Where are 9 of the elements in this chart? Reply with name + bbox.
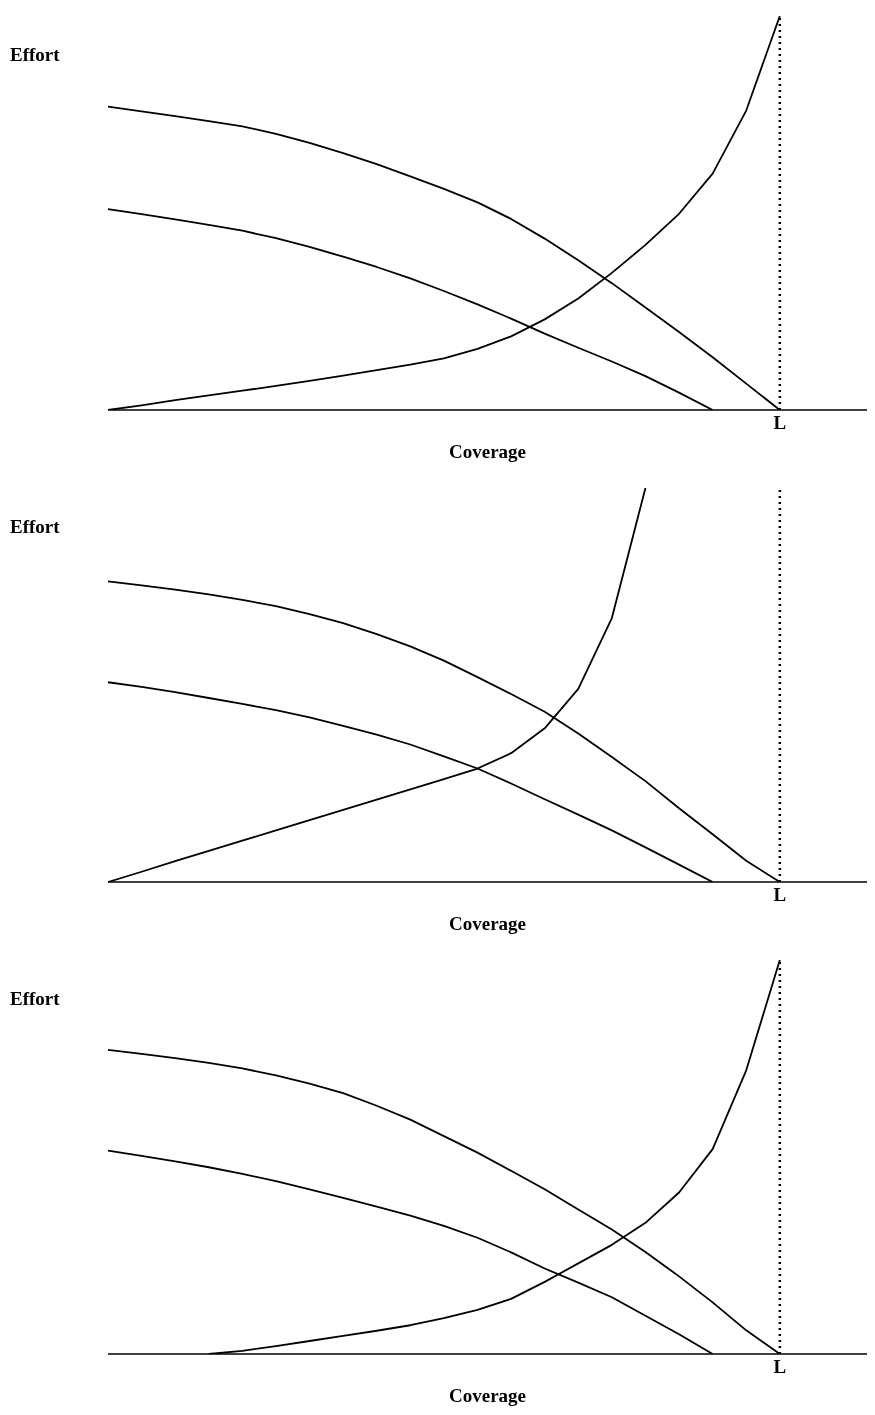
text: L	[773, 884, 787, 906]
text: L	[773, 412, 787, 434]
text: L	[773, 1356, 787, 1378]
y-axis-title: Effort	[10, 44, 60, 66]
x-axis-title: Coverage	[448, 1385, 527, 1406]
x-axis-title: Coverage	[448, 913, 527, 934]
x-axis-title: Coverage	[448, 441, 527, 462]
y-axis-title: Effort	[10, 516, 60, 538]
y-axis-title: Effort	[10, 988, 60, 1010]
